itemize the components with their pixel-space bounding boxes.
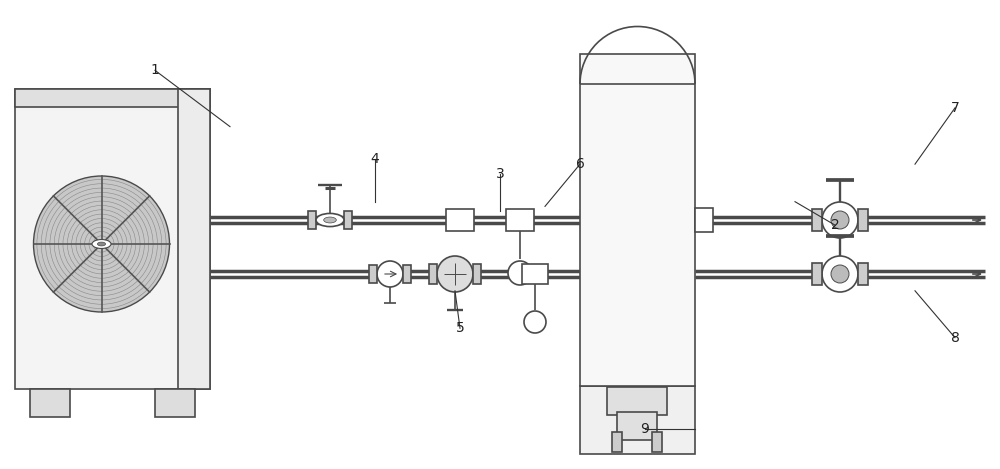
Ellipse shape xyxy=(822,256,858,292)
Bar xyxy=(580,386,695,454)
Circle shape xyxy=(97,242,106,246)
Bar xyxy=(369,265,377,283)
Ellipse shape xyxy=(831,265,849,283)
Text: 3: 3 xyxy=(496,166,504,181)
Text: 5: 5 xyxy=(456,321,464,335)
Bar xyxy=(155,389,195,417)
Bar xyxy=(506,209,534,231)
Ellipse shape xyxy=(831,211,849,229)
Bar xyxy=(15,89,210,389)
Ellipse shape xyxy=(437,256,473,292)
Circle shape xyxy=(92,240,111,249)
Bar xyxy=(858,263,868,285)
Text: 8: 8 xyxy=(951,331,959,345)
Bar xyxy=(30,389,70,417)
Bar xyxy=(522,264,548,284)
Bar xyxy=(858,209,868,231)
Bar xyxy=(812,263,822,285)
Ellipse shape xyxy=(34,176,170,312)
Circle shape xyxy=(316,213,344,227)
Bar xyxy=(607,387,667,415)
Bar xyxy=(15,89,210,107)
Text: 9: 9 xyxy=(641,422,649,436)
Text: 4: 4 xyxy=(371,152,379,166)
Bar xyxy=(617,412,657,440)
Ellipse shape xyxy=(524,311,546,333)
Bar xyxy=(344,211,352,229)
Bar xyxy=(580,54,695,386)
Bar xyxy=(612,432,622,452)
Ellipse shape xyxy=(377,261,403,287)
Bar xyxy=(308,211,316,229)
Bar xyxy=(446,209,474,231)
Bar xyxy=(695,208,713,232)
Text: 7: 7 xyxy=(951,101,959,115)
Text: 6: 6 xyxy=(576,157,584,171)
Bar xyxy=(403,265,411,283)
Bar xyxy=(812,209,822,231)
Ellipse shape xyxy=(822,202,858,238)
Bar xyxy=(473,264,481,284)
Bar xyxy=(178,89,210,389)
Ellipse shape xyxy=(508,261,532,285)
Bar xyxy=(429,264,437,284)
Circle shape xyxy=(324,217,336,223)
Text: 1: 1 xyxy=(151,63,159,77)
Text: 2: 2 xyxy=(831,218,839,232)
Bar xyxy=(652,432,662,452)
